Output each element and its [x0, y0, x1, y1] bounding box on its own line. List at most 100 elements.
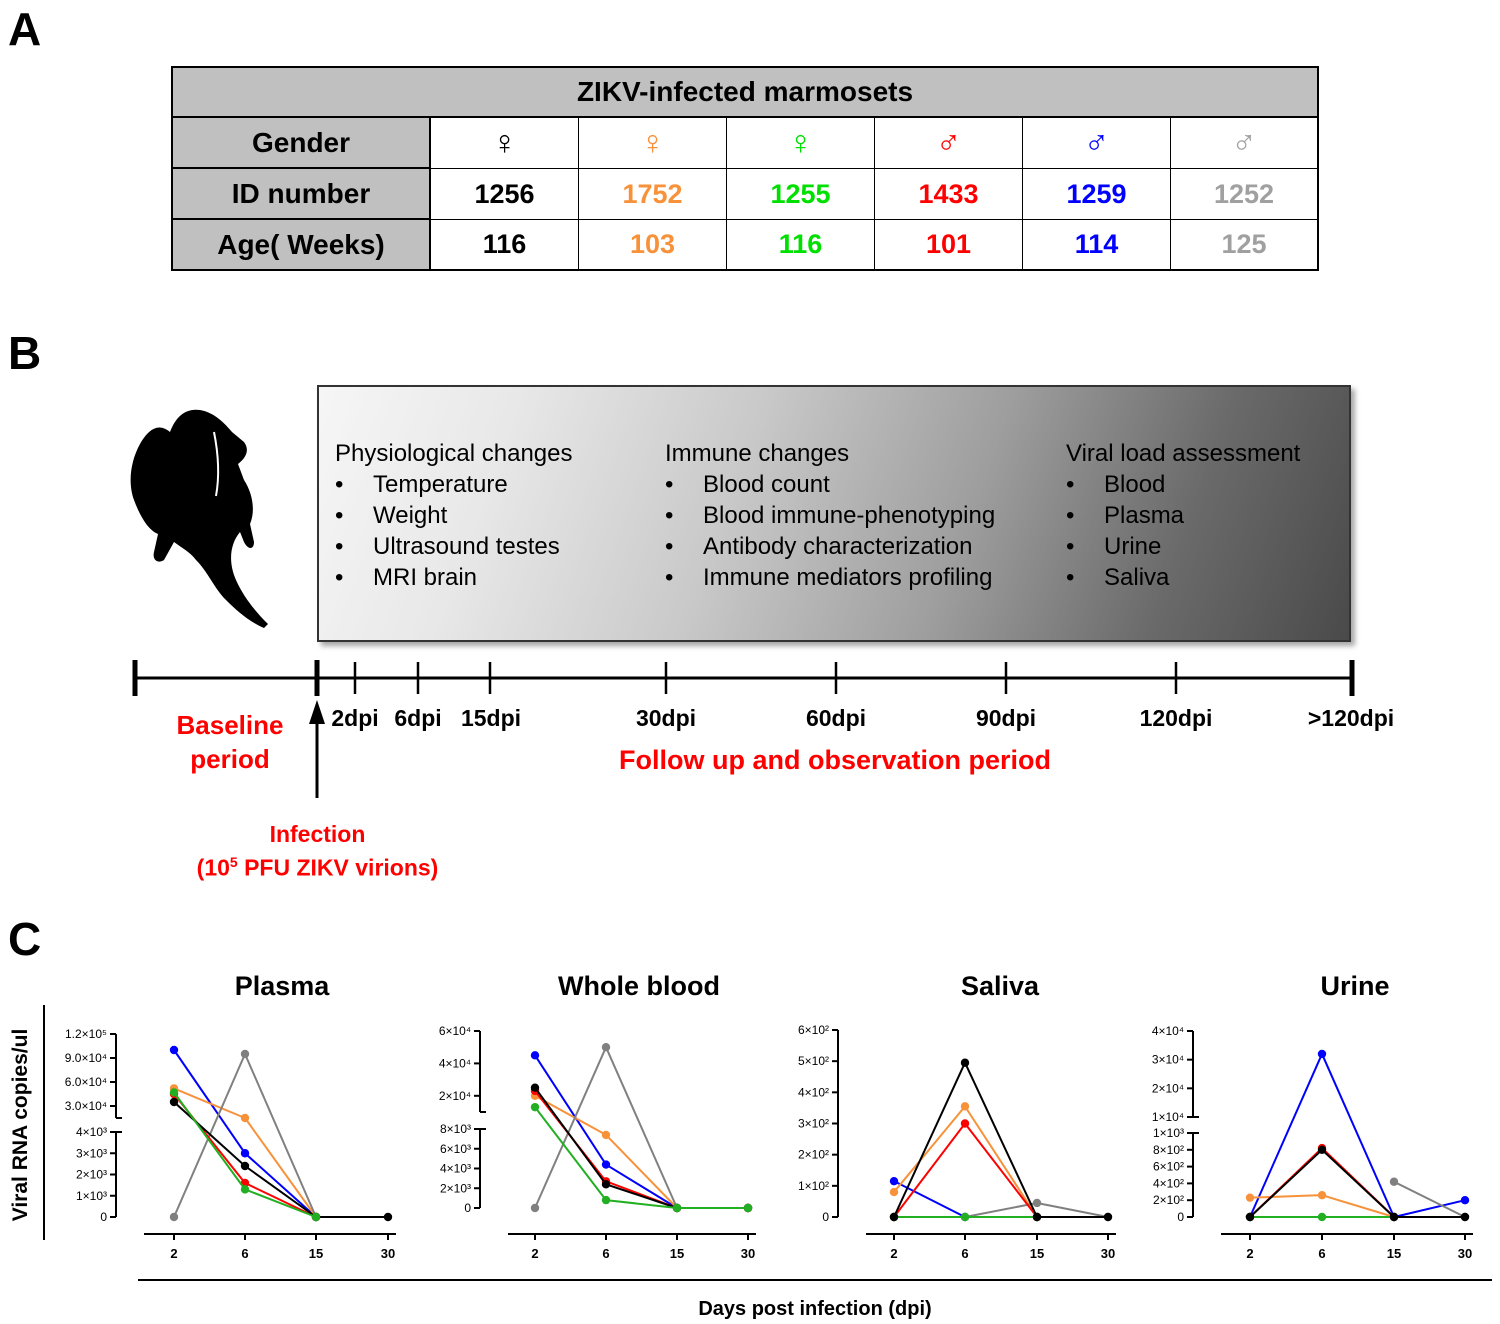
data-point: [960, 1058, 970, 1067]
chart-title: Urine: [1320, 971, 1390, 1001]
table-cell-gender: ♂: [1023, 118, 1171, 169]
table-cell-age: 101: [875, 220, 1023, 271]
tick-label: 2×10²: [798, 1148, 829, 1162]
data-point: [530, 1102, 540, 1112]
series-line: [244, 1165, 317, 1218]
tick-label: 2: [890, 1246, 897, 1261]
panel-letter-a: A: [8, 3, 42, 55]
chart-title: Plasma: [234, 971, 330, 1001]
series-line: [244, 1152, 317, 1218]
data-point: [1245, 1193, 1255, 1202]
data-point: [1103, 1212, 1113, 1222]
table-cell-age: 116: [727, 220, 875, 271]
tick-label: 4×10²: [1153, 1176, 1184, 1190]
table-cell-age: 103: [579, 220, 727, 271]
series-line: [1249, 1053, 1323, 1218]
timeline-label: >120dpi: [1307, 705, 1395, 731]
list-item: Weight: [335, 500, 572, 531]
row-header: ID number: [171, 169, 431, 220]
baseline-line1: Baseline: [176, 710, 284, 740]
tick-label: 6.0×10⁴: [65, 1075, 107, 1089]
series-line: [1321, 1053, 1395, 1218]
series-line: [534, 1087, 607, 1185]
tick-label: 0: [822, 1210, 829, 1224]
series-line: [173, 1053, 246, 1218]
infection-label: Infection (105 PFU ZIKV virions): [160, 820, 475, 882]
group-immune: Immune changes Blood count Blood immune-…: [665, 438, 995, 593]
tick-label: 6: [1318, 1246, 1325, 1261]
series-line: [605, 1046, 678, 1209]
panel-letter-b: B: [8, 327, 42, 379]
data-point: [960, 1119, 970, 1128]
series-line: [534, 1106, 607, 1201]
tick-label: 15: [670, 1246, 684, 1261]
data-point: [1460, 1196, 1470, 1205]
tick-label: 30: [741, 1246, 755, 1261]
tick-label: 4×10⁴: [439, 1056, 471, 1070]
group-title: Immune changes: [665, 440, 850, 467]
timeline-label: 6dpi: [394, 705, 442, 731]
data-point: [960, 1212, 970, 1222]
series-line: [893, 1180, 966, 1218]
tick-label: 6×10³: [440, 1142, 471, 1156]
y-axis-label: Viral RNA copies/ul: [9, 1029, 32, 1222]
table-cell-id: 1256: [431, 169, 579, 220]
table-title: ZIKV-infected marmosets: [171, 66, 1319, 118]
data-point: [530, 1203, 540, 1213]
list-item: Blood immune-phenotyping: [665, 500, 995, 531]
data-point: [1245, 1212, 1255, 1222]
data-point: [530, 1083, 540, 1092]
table-cell-gender: ♀: [727, 118, 875, 169]
data-point: [889, 1176, 899, 1186]
list-item: Blood count: [665, 469, 995, 500]
table-cell-gender: ♀: [579, 118, 727, 169]
tick-label: 2×10³: [76, 1168, 107, 1182]
tick-label: 6×10²: [798, 1023, 829, 1037]
series-line: [173, 1049, 246, 1154]
table-cell-age: 125: [1171, 220, 1319, 271]
table-cell-age: 116: [431, 220, 579, 271]
series-line: [1393, 1199, 1466, 1218]
tick-label: 2: [1246, 1246, 1253, 1261]
table-cell-gender: ♂: [875, 118, 1023, 169]
data-point: [1317, 1212, 1327, 1222]
infection-line1: Infection: [269, 821, 366, 847]
series-line: [1249, 1149, 1323, 1218]
infection-line2: (105 PFU ZIKV virions): [196, 854, 439, 881]
timeline-label: 15dpi: [460, 705, 522, 731]
series-line: [605, 1183, 678, 1209]
data-point: [889, 1212, 899, 1222]
tick-label: 4×10³: [76, 1125, 107, 1139]
data-point: [1032, 1198, 1042, 1208]
list-item: Urine: [1066, 531, 1300, 562]
data-point: [169, 1097, 179, 1107]
data-point: [240, 1149, 250, 1158]
data-point: [1460, 1212, 1470, 1222]
series-line: [964, 1122, 1038, 1218]
tick-label: 3×10²: [798, 1117, 829, 1131]
series-line: [964, 1062, 1038, 1218]
tick-label: 6: [602, 1246, 609, 1261]
series-line: [534, 1054, 607, 1166]
series-line: [244, 1188, 317, 1218]
list-item: Antibody characterization: [665, 531, 995, 562]
tick-label: 1.2×10⁵: [65, 1027, 107, 1041]
table-cell-id: 1252: [1171, 169, 1319, 220]
tick-label: 2×10³: [440, 1181, 471, 1195]
followup-label: Follow up and observation period: [618, 745, 1051, 775]
timeline-label: 2dpi: [331, 705, 379, 731]
panel-letter-c: C: [8, 913, 42, 965]
timeline: [132, 660, 1355, 798]
table-cell-gender: ♀: [431, 118, 579, 169]
tick-label: 0: [464, 1201, 471, 1215]
tick-label: 6: [961, 1246, 968, 1261]
series-line: [964, 1105, 1038, 1218]
list-item: Temperature: [335, 469, 572, 500]
tick-label: 2×10⁴: [1152, 1081, 1184, 1095]
series-line: [605, 1134, 678, 1209]
series-line: [1321, 1149, 1395, 1218]
list-item: Immune mediators profiling: [665, 562, 995, 593]
data-point: [1389, 1212, 1399, 1222]
group-title: Viral load assessment: [1066, 440, 1301, 467]
viral-load-charts: 0 1×10³ 2×10³ 3×10³ 4×10³ 3.0×10⁴ 6.0×10⁴ 9.0×1…: [9, 1005, 1492, 1320]
